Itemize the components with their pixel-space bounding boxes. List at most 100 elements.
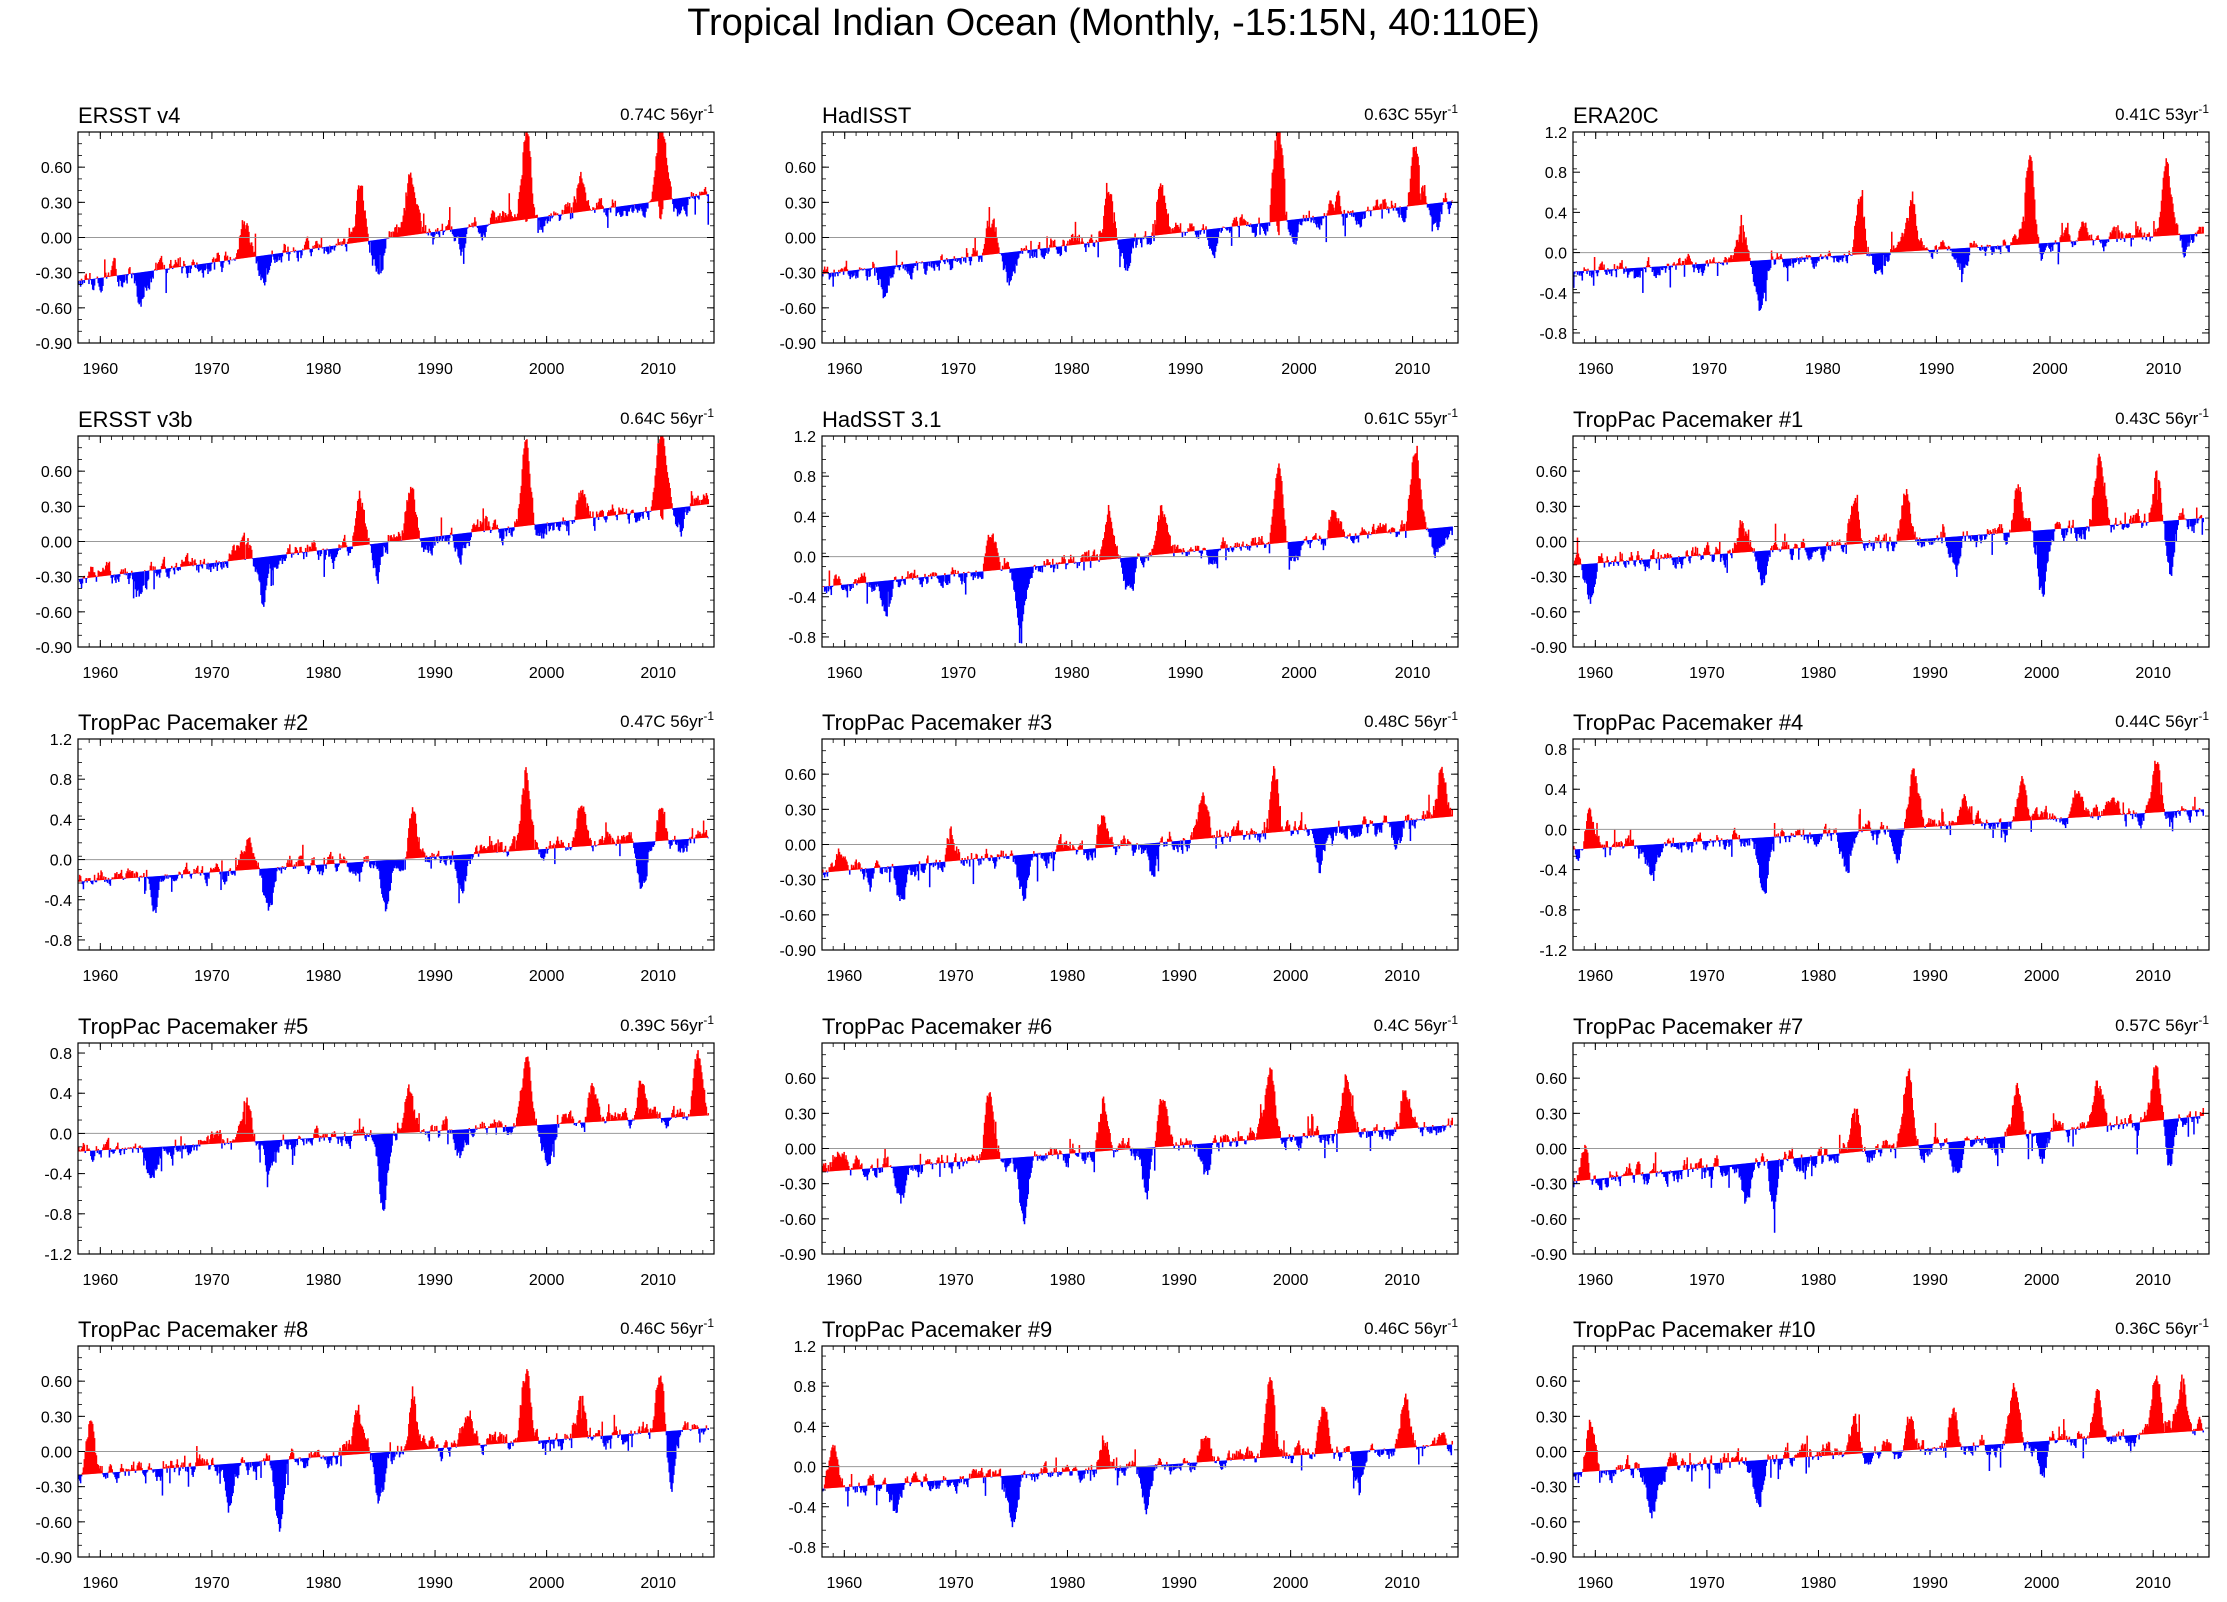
- panel-3-bar: [1807, 258, 1809, 260]
- panel-2-bar: [1145, 231, 1147, 236]
- panel-6-bar: [1649, 559, 1651, 561]
- panel-1-bar: [435, 230, 437, 232]
- panel-4-bar: [216, 560, 218, 562]
- panel-4-bar: [642, 512, 644, 519]
- panel-1-bar: [318, 248, 320, 250]
- panel-5-bar: [1008, 567, 1010, 569]
- panel-6-bar: [2140, 521, 2142, 523]
- panel-2-bar: [902, 262, 904, 265]
- panel-2-bar: [1393, 208, 1395, 211]
- panel-1-bar: [706, 192, 708, 195]
- panel-1-bar: [707, 194, 709, 224]
- panel-3-bar: [1683, 261, 1685, 265]
- panel-5-bar: [1285, 526, 1287, 543]
- panel-6-bar: [1916, 537, 1918, 539]
- panel-2-bar: [1267, 223, 1269, 232]
- panel-1-bar: [385, 239, 387, 249]
- panel-3-bar: [1649, 265, 1651, 267]
- panel-3-bar: [1749, 258, 1751, 261]
- panel-6-bar: [1731, 553, 1733, 558]
- panel-4-bar: [179, 567, 181, 570]
- panel-4-bar: [148, 571, 150, 580]
- panel-6-bar: [1941, 538, 1943, 544]
- panel-4-bar: [306, 552, 308, 557]
- panel-4-bar: [351, 546, 353, 548]
- panel-6-bar: [2059, 524, 2061, 529]
- panel-6-bar: [1698, 556, 1700, 557]
- panel-6-bar: [1628, 561, 1630, 565]
- panel-3-bar: [1681, 265, 1683, 266]
- panel-3-bar: [1593, 270, 1595, 285]
- panel-5-bar: [1194, 551, 1196, 552]
- panel-5-bar: [953, 570, 955, 574]
- panel-3-bar: [2146, 237, 2148, 240]
- panel-5-bar: [1263, 543, 1265, 545]
- panel-2-bar: [1245, 221, 1247, 225]
- panel-6-bar: [1914, 532, 1916, 540]
- panel-3-bar: [1847, 255, 1849, 256]
- panel-1-ytick-label: 0.60: [41, 160, 72, 177]
- panel-6-bar: [2115, 518, 2117, 525]
- panel-1-bar: [695, 194, 697, 196]
- panel-5-bar: [1390, 532, 1392, 533]
- panel-2-bar: [895, 265, 897, 267]
- panel-5-bar: [1349, 533, 1351, 536]
- panel-1-bar: [344, 239, 346, 245]
- panel-3-bar: [1825, 255, 1827, 257]
- panel-3-bar: [1717, 263, 1719, 276]
- panel-1-bar: [594, 210, 596, 213]
- panel-6-bar: [2113, 525, 2115, 530]
- panel-6-bar: [1777, 547, 1779, 550]
- panel-2-bar: [1092, 240, 1094, 243]
- panel-2-bar: [1385, 203, 1387, 209]
- panel-6-bar: [1658, 552, 1660, 559]
- panel-4-xtick-label: 1980: [306, 665, 342, 682]
- panel-3-bar: [2059, 242, 2061, 252]
- panel-3-bar: [1715, 263, 1717, 264]
- panel-2-bar: [1153, 236, 1155, 242]
- panel-6-bar: [1978, 534, 1980, 535]
- panel-3-bar: [1770, 260, 1772, 268]
- panel-5-bar: [915, 576, 917, 578]
- panel-3-bar: [1996, 246, 1998, 249]
- panel-1-xtick-label: 1970: [194, 361, 230, 378]
- panel-5-bar: [1318, 539, 1320, 541]
- panel-1-bar: [549, 216, 551, 221]
- panel-5-bar: [1370, 534, 1372, 535]
- panel-6-bar: [1871, 543, 1873, 547]
- panel-4-bar: [595, 517, 597, 518]
- panel-2-bar: [1323, 216, 1325, 218]
- panel-1-bar: [218, 255, 220, 262]
- panel-4-bar: [144, 570, 146, 571]
- panel-4-bar: [689, 506, 691, 511]
- panel-5-bar: [1090, 561, 1092, 568]
- panel-2-bar: [945, 260, 947, 261]
- panel-4-bar: [629, 513, 631, 514]
- panel-5-ytick-label: -0.4: [788, 590, 816, 607]
- panel-4-bar: [251, 550, 253, 559]
- panel-4-bar: [338, 544, 340, 548]
- panel-2-bar: [960, 258, 962, 264]
- panel-2-bar: [1386, 209, 1388, 210]
- panel-6-bar: [1940, 532, 1942, 538]
- panel-1-bar: [108, 272, 110, 276]
- panel-5-bar: [893, 580, 895, 581]
- panel-2-bar: [1306, 215, 1308, 218]
- panel-3-bar: [2131, 235, 2133, 238]
- panel-3-bar: [1695, 263, 1697, 265]
- panel-4-bar: [198, 565, 200, 573]
- panel-5-bar: [826, 586, 828, 593]
- panel-6-bar: [2198, 518, 2200, 520]
- panel-6-bar: [1786, 542, 1788, 549]
- panel-4-bar: [200, 560, 202, 565]
- panel-2-bar: [1399, 206, 1401, 207]
- panel-3-bar: [1716, 262, 1718, 263]
- panel-3-bar: [1827, 256, 1829, 259]
- panel-1-bar: [172, 268, 174, 269]
- panel-1-bar: [436, 232, 438, 234]
- panel-4-bar: [170, 568, 172, 569]
- panel-6-bar: [1596, 563, 1598, 572]
- panel-4-bar: [626, 509, 628, 514]
- panel-5-bar: [1311, 540, 1313, 541]
- panel-5-bar: [1075, 562, 1077, 563]
